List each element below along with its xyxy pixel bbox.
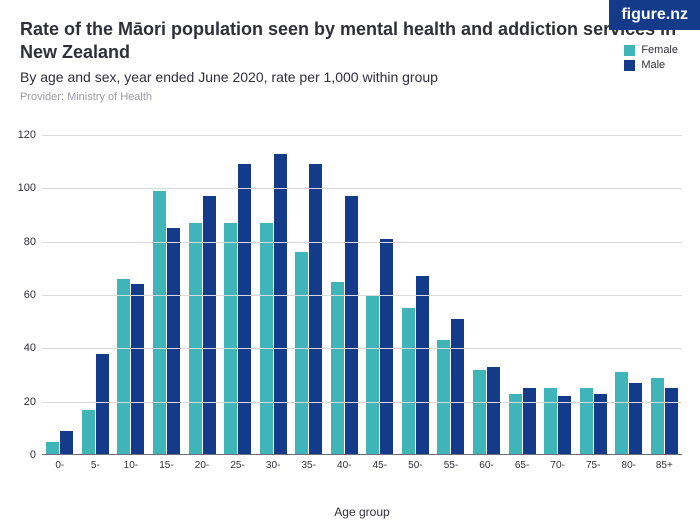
y-tick-label: 20 xyxy=(6,396,36,408)
bar xyxy=(189,223,202,455)
bar xyxy=(260,223,273,455)
chart-provider: Provider: Ministry of Health xyxy=(20,91,680,103)
y-tick-label: 40 xyxy=(6,342,36,354)
gridline xyxy=(42,348,682,349)
bar xyxy=(224,223,237,455)
bar xyxy=(402,308,415,455)
bar xyxy=(437,340,450,455)
x-tick-label: 75- xyxy=(575,460,611,471)
bar xyxy=(131,284,144,455)
y-tick-label: 80 xyxy=(6,236,36,248)
bar xyxy=(615,372,628,455)
gridline xyxy=(42,295,682,296)
bar xyxy=(651,378,664,455)
y-tick-label: 120 xyxy=(6,129,36,141)
gridline xyxy=(42,402,682,403)
bar xyxy=(238,164,251,455)
bar xyxy=(544,388,557,455)
x-tick-label: 30- xyxy=(255,460,291,471)
x-tick-label: 85+ xyxy=(647,460,683,471)
x-tick-label: 65- xyxy=(504,460,540,471)
legend-label: Male xyxy=(641,59,665,71)
legend-item: Male xyxy=(624,59,678,71)
legend-swatch xyxy=(624,45,635,56)
bar xyxy=(380,239,393,455)
chart-subtitle: By age and sex, year ended June 2020, ra… xyxy=(20,69,680,85)
bar xyxy=(153,191,166,455)
bar xyxy=(523,388,536,455)
bar xyxy=(665,388,678,455)
chart-title: Rate of the Māori population seen by men… xyxy=(20,18,680,63)
bar xyxy=(274,154,287,455)
x-tick-label: 55- xyxy=(433,460,469,471)
chart-area: 0-5-10-15-20-25-30-35-40-45-50-55-60-65-… xyxy=(42,135,682,477)
bar xyxy=(594,394,607,455)
x-tick-label: 15- xyxy=(149,460,185,471)
y-tick-label: 100 xyxy=(6,182,36,194)
bar xyxy=(416,276,429,455)
bar xyxy=(96,354,109,455)
x-tick-label: 50- xyxy=(398,460,434,471)
gridline xyxy=(42,135,682,136)
bar xyxy=(580,388,593,455)
bar xyxy=(82,410,95,455)
gridline xyxy=(42,188,682,189)
legend-swatch xyxy=(624,60,635,71)
bar xyxy=(60,431,73,455)
y-tick-label: 0 xyxy=(6,449,36,461)
x-tick-label: 10- xyxy=(113,460,149,471)
bar xyxy=(46,442,59,455)
chart-header: Rate of the Māori population seen by men… xyxy=(0,0,700,103)
bar xyxy=(345,196,358,455)
bar xyxy=(629,383,642,455)
bar xyxy=(366,295,379,455)
x-tick-label: 35- xyxy=(291,460,327,471)
bar xyxy=(203,196,216,455)
brand-logo: figure.nz xyxy=(609,0,700,30)
x-tick-label: 25- xyxy=(220,460,256,471)
bar xyxy=(509,394,522,455)
bar xyxy=(309,164,322,455)
x-tick-label: 60- xyxy=(469,460,505,471)
y-tick-label: 60 xyxy=(6,289,36,301)
bar xyxy=(487,367,500,455)
x-tick-label: 70- xyxy=(540,460,576,471)
bar xyxy=(295,252,308,455)
chart-plot: 0-5-10-15-20-25-30-35-40-45-50-55-60-65-… xyxy=(42,135,682,455)
x-tick-label: 0- xyxy=(42,460,78,471)
x-tick-label: 45- xyxy=(362,460,398,471)
bar xyxy=(473,370,486,455)
x-axis-line xyxy=(42,454,682,455)
gridline xyxy=(42,242,682,243)
x-tick-label: 5- xyxy=(78,460,114,471)
x-tick-label: 20- xyxy=(184,460,220,471)
x-axis-label: Age group xyxy=(42,505,682,519)
x-tick-label: 80- xyxy=(611,460,647,471)
chart-legend: Female Male xyxy=(624,44,678,74)
x-tick-label: 40- xyxy=(327,460,363,471)
bar xyxy=(331,282,344,455)
bar xyxy=(117,279,130,455)
legend-item: Female xyxy=(624,44,678,56)
bar xyxy=(451,319,464,455)
bar xyxy=(167,228,180,455)
bar xyxy=(558,396,571,455)
legend-label: Female xyxy=(641,44,678,56)
